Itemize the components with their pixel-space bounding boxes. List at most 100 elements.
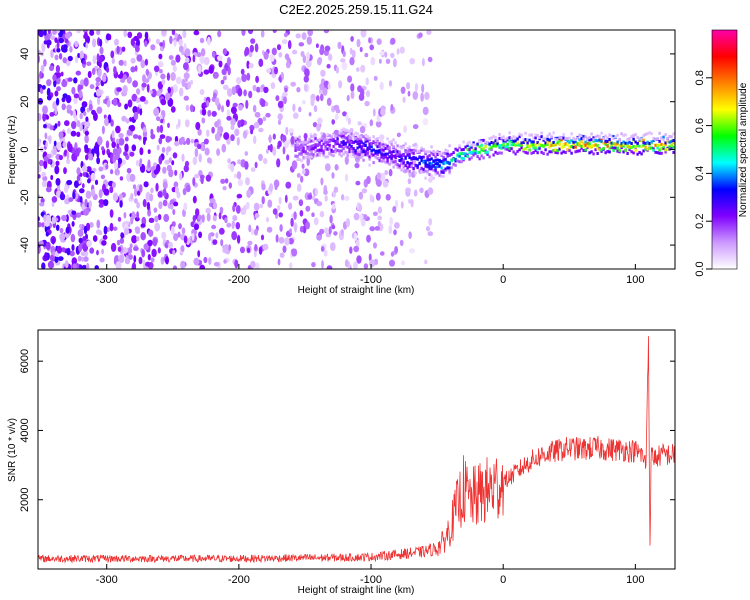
heat-cell-noise	[310, 97, 315, 107]
heat-cell-noise	[319, 83, 325, 91]
heat-cell-noise	[38, 159, 45, 167]
heat-cell-noise	[138, 256, 143, 265]
heat-cell-noise	[61, 103, 66, 111]
heat-cell-noise	[136, 88, 141, 95]
heat-cell-noise	[75, 70, 82, 76]
heat-cell-noise	[237, 120, 242, 128]
heat-cell-noise	[302, 55, 307, 63]
heat-cell-noise	[180, 260, 186, 269]
heat-cell-noise	[154, 222, 161, 232]
heat-cell-noise	[139, 184, 143, 193]
heat-cell-signal	[420, 166, 423, 170]
heat-cell-noise	[400, 260, 406, 266]
heat-cell-signal	[350, 144, 353, 148]
heat-cell-signal	[404, 150, 407, 154]
heat-cell-noise	[228, 244, 232, 251]
heat-cell-signal	[362, 150, 365, 154]
heat-cell-noise	[254, 244, 258, 251]
heat-cell-signal	[608, 133, 611, 137]
heat-cell-noise	[51, 216, 57, 225]
heat-cell-noise	[98, 166, 104, 172]
heat-cell-signal	[448, 144, 451, 148]
heat-cell-signal	[382, 144, 385, 148]
heat-cell-signal	[454, 157, 457, 161]
heat-cell-signal	[662, 143, 665, 147]
heat-cell-noise	[54, 107, 58, 116]
heat-cell-noise	[157, 191, 163, 198]
heat-cell-signal	[392, 165, 395, 169]
heat-cell-signal	[588, 142, 591, 146]
heat-cell-signal	[340, 128, 343, 132]
heat-cell-signal	[488, 147, 491, 151]
heat-cell-signal	[414, 142, 417, 146]
heat-cell-signal	[314, 150, 317, 153]
heat-cell-noise	[101, 146, 105, 151]
heat-cell-noise	[127, 99, 133, 108]
heat-cell-noise	[112, 226, 118, 231]
heat-cell-noise	[112, 148, 117, 156]
heat-cell-signal	[588, 138, 591, 142]
heat-cell-signal	[382, 159, 385, 163]
heat-cell-noise	[113, 66, 117, 75]
heat-cell-noise	[43, 124, 47, 129]
heat-cell-noise	[118, 59, 124, 66]
heat-cell-noise	[167, 86, 172, 94]
heat-cell-signal	[454, 159, 457, 163]
heat-cell-signal	[380, 159, 383, 163]
heat-cell-noise	[301, 32, 307, 40]
heat-cell-noise	[159, 69, 163, 74]
heat-cell-noise	[50, 175, 54, 180]
heat-cell-noise	[74, 55, 79, 64]
heat-cell-noise	[56, 47, 61, 53]
heat-cell-signal	[488, 137, 491, 141]
heat-cell-noise	[230, 118, 236, 126]
heat-cell-noise	[284, 53, 290, 60]
heat-cell-noise	[131, 93, 138, 102]
heat-cell-signal	[622, 140, 625, 144]
heat-cell-noise	[217, 30, 222, 38]
heat-cell-signal	[570, 151, 573, 155]
heat-cell-signal	[350, 141, 353, 145]
y-tick-label: -20	[19, 189, 31, 205]
heat-cell-signal	[540, 150, 543, 154]
heat-cell-signal	[626, 141, 629, 145]
heat-cell-signal	[356, 137, 359, 141]
heat-cell-signal	[492, 135, 495, 139]
spectrogram-x-axis-label: Height of straight line (km)	[298, 285, 415, 296]
heat-cell-noise	[241, 73, 248, 83]
heat-cell-noise	[369, 194, 373, 202]
heat-cell-signal	[620, 141, 623, 145]
heat-cell-noise	[278, 196, 282, 205]
heat-cell-noise	[70, 130, 77, 137]
heat-cell-noise	[243, 89, 247, 97]
heat-cell-signal	[384, 147, 387, 150]
heat-cell-noise	[40, 197, 45, 204]
heat-cell-signal	[646, 132, 649, 136]
heat-cell-noise	[220, 105, 225, 113]
heat-cell-signal	[396, 153, 399, 157]
heat-cell-signal	[342, 143, 345, 146]
heat-cell-signal	[622, 150, 625, 154]
heat-cell-noise	[242, 130, 248, 139]
heat-cell-signal	[382, 153, 385, 157]
heat-cell-signal	[398, 155, 401, 158]
heat-cell-noise	[292, 103, 296, 112]
heat-cell-noise	[244, 46, 250, 56]
heat-cell-noise	[227, 88, 233, 97]
heat-cell-signal	[500, 146, 503, 150]
heat-cell-noise	[428, 177, 433, 183]
heat-cell-noise	[353, 245, 360, 253]
heat-cell-signal	[638, 137, 641, 141]
heat-cell-signal	[582, 145, 585, 149]
heat-cell-noise	[301, 163, 305, 169]
heat-cell-signal	[330, 138, 333, 142]
heat-cell-noise	[146, 201, 151, 211]
heat-cell-signal	[468, 140, 471, 144]
heat-cell-signal	[644, 132, 647, 136]
heat-cell-signal	[428, 164, 431, 168]
heat-cell-noise	[269, 183, 274, 192]
heat-cell-noise	[87, 178, 91, 184]
heat-cell-signal	[460, 160, 463, 164]
heat-cell-noise	[317, 117, 323, 125]
heat-cell-signal	[306, 147, 309, 151]
